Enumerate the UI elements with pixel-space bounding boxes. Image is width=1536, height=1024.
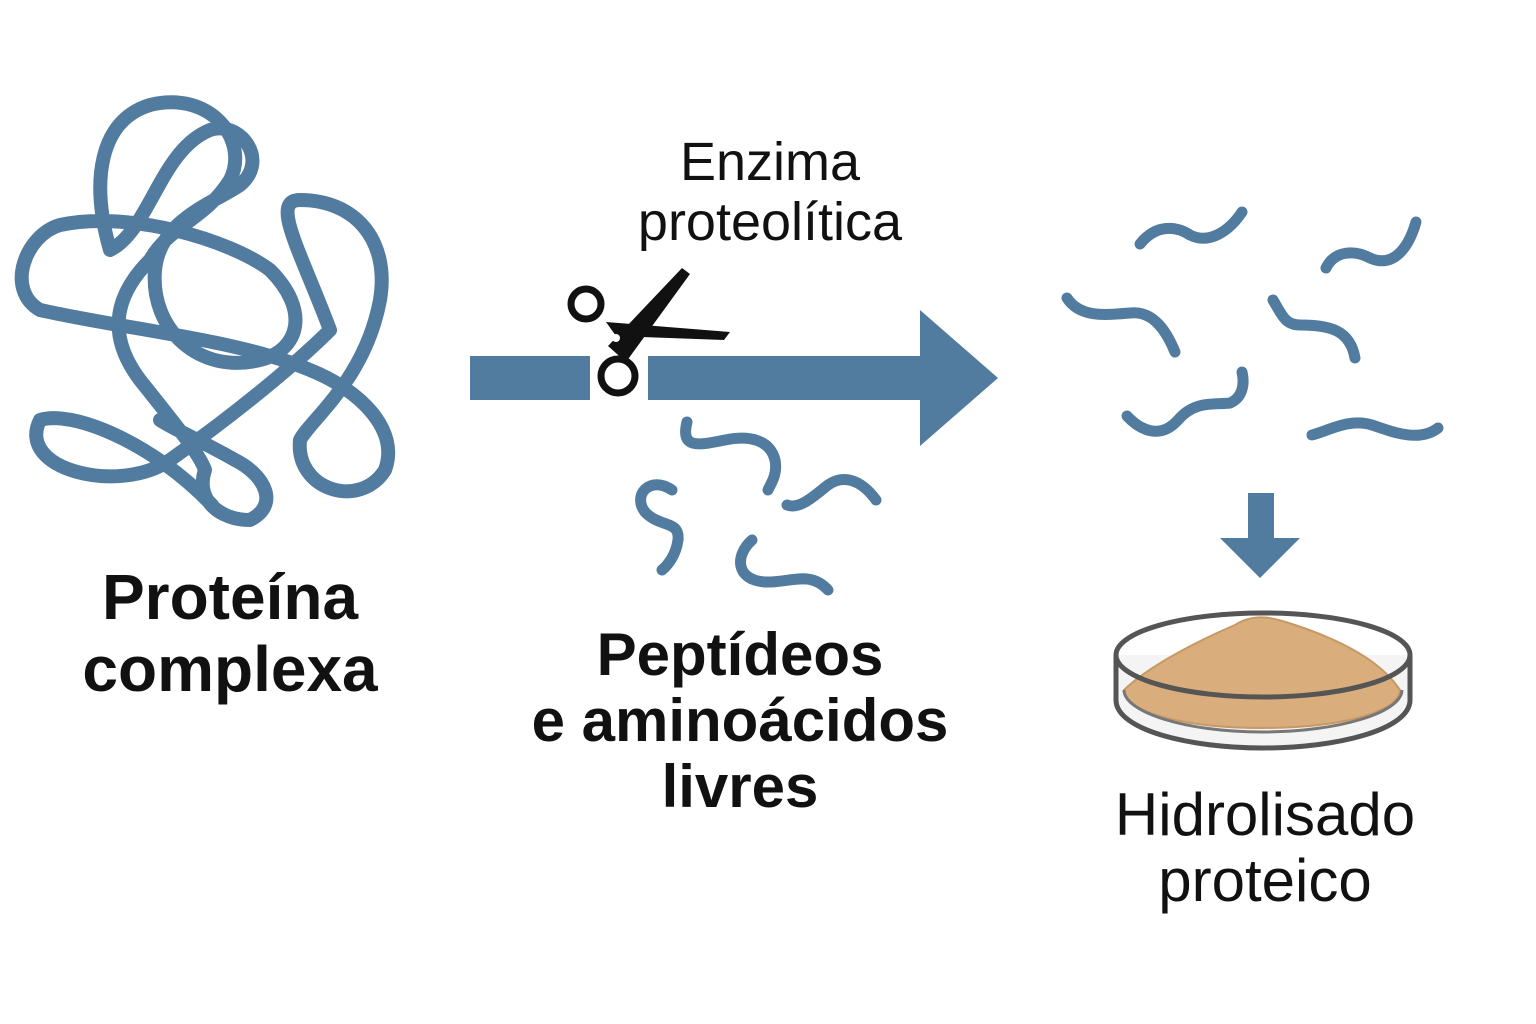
- fragment-peptide: [1121, 366, 1249, 437]
- hydrolysate-label-line-1: Hidrolisado: [1114, 781, 1416, 848]
- hydrolysate-label: Hidrolisado proteico: [1060, 782, 1470, 914]
- powder-sample: [1122, 616, 1402, 730]
- fragment-peptide: [635, 479, 684, 576]
- enzyme-label-line-2: proteolítica: [637, 192, 903, 253]
- released-fragments: [635, 416, 882, 596]
- process-arrow: [470, 310, 998, 446]
- protein-label-line-1: Proteína: [101, 561, 359, 633]
- down-arrow: [1220, 493, 1300, 578]
- fragment-peptide: [735, 534, 834, 596]
- enzyme-label: Enzima proteolítica: [560, 132, 980, 253]
- protein-label: Proteína complexa: [30, 561, 430, 705]
- fragment-peptide: [1306, 417, 1444, 441]
- peptides-label-line-3: livres: [661, 753, 819, 820]
- fragment-peptide: [1320, 216, 1422, 274]
- petri-dish-icon: [1113, 610, 1413, 751]
- fragment-peptide: [1061, 292, 1181, 358]
- peptides-label-line-2: e aminoácidos: [531, 687, 949, 754]
- complex-protein-icon: [14, 95, 396, 527]
- fragment-peptide: [781, 474, 882, 512]
- enzyme-label-line-1: Enzima: [679, 132, 861, 192]
- hydrolyzed-fragments: [1061, 206, 1444, 441]
- protein-label-line-2: complexa: [82, 632, 378, 705]
- peptides-label: Peptídeos e aminoácidos livres: [480, 622, 1000, 820]
- fragment-peptide: [680, 416, 782, 496]
- peptides-label-line-1: Peptídeos: [596, 621, 884, 688]
- scissors-icon: [567, 268, 730, 397]
- fragment-peptide: [1267, 294, 1361, 364]
- hydrolysate-label-line-2: proteico: [1158, 847, 1372, 914]
- fragment-peptide: [1134, 206, 1248, 250]
